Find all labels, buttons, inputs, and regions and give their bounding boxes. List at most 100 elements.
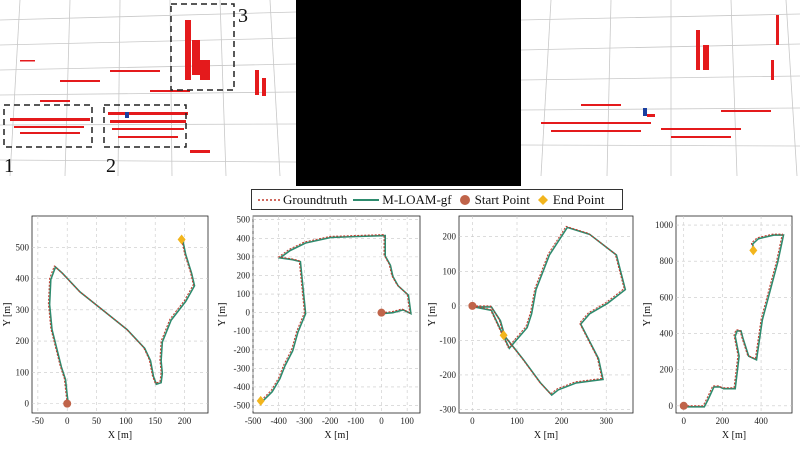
- y-tick-label: 200: [237, 270, 251, 280]
- x-tick-label: -400: [270, 416, 287, 426]
- y-axis-label: Y [m]: [217, 303, 228, 327]
- series-mloam-line: [261, 234, 412, 403]
- y-tick-label: 400: [660, 328, 674, 338]
- y-tick-label: 100: [16, 367, 30, 377]
- legend: Groundtruth M-LOAM-gf Start Point End Po…: [251, 189, 623, 210]
- x-axis-label: X [m]: [722, 430, 746, 441]
- x-tick-label: 200: [555, 416, 569, 426]
- series-groundtruth-line: [260, 234, 411, 402]
- end-point-marker: [749, 245, 758, 256]
- trajectory-plot-3: 0 100 200 300 -300 -200 -100 0 100 200 X [m] Y [m]: [427, 215, 634, 441]
- y-tick-label: -100: [234, 326, 251, 336]
- series-mloam-line: [48, 240, 196, 405]
- sensor-origin-marker: [125, 112, 129, 118]
- y-tick-label: 400: [16, 274, 30, 284]
- x-axis-label: X [m]: [324, 430, 348, 441]
- x-tick-label: 300: [599, 416, 613, 426]
- y-tick-label: 0: [25, 399, 30, 409]
- point-cloud-right-svg: [520, 0, 800, 177]
- x-axis-label: X [m]: [534, 430, 558, 441]
- mloam-line-icon: [353, 198, 380, 201]
- perspective-grid-right: [520, 0, 800, 177]
- x-tick-label: 0: [470, 416, 475, 426]
- end-point-icon: [537, 194, 548, 205]
- x-tick-label: 100: [400, 416, 414, 426]
- x-tick-label: 0: [681, 416, 686, 426]
- legend-item-mloam: M-LOAM-gf: [353, 191, 452, 208]
- y-tick-label: 200: [16, 336, 30, 346]
- start-point-marker: [63, 399, 72, 408]
- point-cloud-left-svg: 1 2 3: [0, 0, 297, 177]
- plot-frame: [458, 215, 634, 414]
- plot-frame: [31, 215, 209, 414]
- point-cloud-view-dark: [296, 0, 521, 186]
- y-tick-label: -500: [234, 401, 251, 411]
- legend-item-end: End Point: [536, 192, 605, 208]
- x-axis-label: X [m]: [108, 430, 132, 441]
- groundtruth-line-icon: [258, 198, 280, 201]
- series-groundtruth-line: [472, 225, 625, 395]
- x-tick-label: -100: [348, 416, 365, 426]
- y-tick-label: 800: [660, 256, 674, 266]
- legend-label-mloam: M-LOAM-gf: [382, 191, 452, 207]
- x-tick-label: 400: [754, 416, 768, 426]
- trajectory-plot-2: -500 -400 -300 -200 -100 0 100 -500 -400 -300 -200…: [217, 215, 421, 441]
- x-tick-label: 0: [379, 416, 384, 426]
- legend-label-start: Start Point: [474, 191, 530, 207]
- point-cloud-view-left: 1 2 3: [0, 0, 297, 177]
- y-tick-label: 200: [443, 232, 457, 242]
- x-tick-label: -50: [32, 416, 44, 426]
- series-groundtruth-line: [683, 233, 783, 407]
- y-tick-label: -300: [440, 405, 457, 415]
- y-axis-label: Y [m]: [642, 303, 653, 327]
- y-tick-label: 300: [237, 252, 251, 262]
- start-point-marker: [377, 308, 386, 317]
- y-tick-label: 400: [237, 233, 251, 243]
- end-point-marker: [499, 330, 508, 341]
- region-label-3: 3: [238, 5, 248, 27]
- legend-item-start: Start Point: [458, 192, 530, 208]
- x-tick-label: -500: [245, 416, 262, 426]
- y-axis-label: Y [m]: [427, 303, 438, 327]
- y-tick-label: 1000: [655, 220, 674, 230]
- y-axis-label: Y [m]: [2, 303, 13, 327]
- x-tick-label: 200: [716, 416, 730, 426]
- legend-label-groundtruth: Groundtruth: [283, 191, 348, 207]
- point-cloud-points-right: [541, 15, 779, 138]
- y-tick-label: -400: [234, 382, 251, 392]
- x-tick-label: 100: [119, 416, 133, 426]
- y-tick-label: 0: [669, 401, 674, 411]
- x-tick-label: 0: [65, 416, 70, 426]
- start-point-marker: [468, 301, 477, 310]
- x-tick-label: 100: [510, 416, 524, 426]
- y-tick-label: 0: [452, 301, 457, 311]
- y-tick-label: -100: [440, 335, 457, 345]
- y-tick-label: 300: [16, 305, 30, 315]
- sensor-origin-marker-right: [643, 108, 655, 117]
- end-point-marker: [177, 234, 186, 245]
- x-tick-label: 50: [92, 416, 102, 426]
- point-cloud-points: [10, 20, 266, 153]
- y-tick-label: 500: [237, 215, 251, 225]
- x-tick-label: 150: [148, 416, 162, 426]
- series-groundtruth-line: [47, 239, 194, 404]
- start-point-marker: [679, 401, 688, 410]
- point-cloud-view-right: [520, 0, 800, 177]
- x-tick-label: -300: [296, 416, 313, 426]
- y-tick-label: 100: [443, 266, 457, 276]
- series-mloam-line: [684, 234, 785, 408]
- y-tick-label: -200: [440, 370, 457, 380]
- y-tick-label: 100: [237, 289, 251, 299]
- y-tick-label: 600: [660, 292, 674, 302]
- y-tick-label: 0: [246, 308, 251, 318]
- legend-item-groundtruth: Groundtruth: [258, 192, 347, 208]
- region-label-1: 1: [4, 155, 14, 176]
- perspective-grid: [0, 0, 297, 177]
- end-point-marker: [256, 395, 265, 406]
- plot-frame: [675, 215, 793, 414]
- x-tick-label: -200: [322, 416, 339, 426]
- legend-label-end: End Point: [552, 191, 605, 207]
- plot-frame: [252, 215, 421, 414]
- y-tick-label: -200: [234, 345, 251, 355]
